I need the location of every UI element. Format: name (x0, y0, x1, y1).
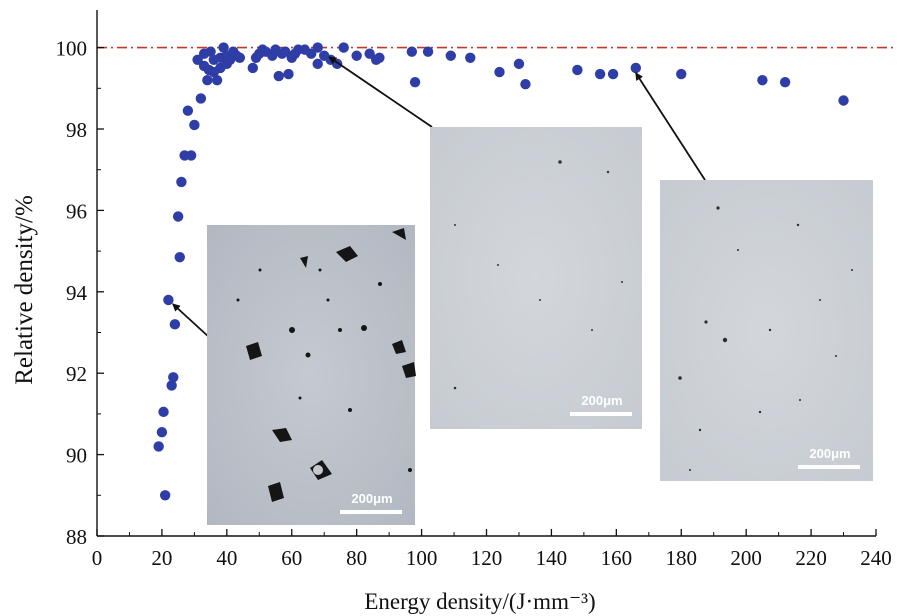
y-tick-label: 100 (56, 37, 88, 61)
data-point (189, 119, 200, 131)
scale-bar-label: 200μm (351, 491, 392, 506)
x-tick-label: 40 (216, 546, 237, 570)
data-point (168, 372, 179, 383)
data-point (306, 48, 317, 59)
data-point (572, 64, 583, 76)
data-points-layer (153, 42, 849, 501)
scale-bar-label: 200μm (809, 446, 850, 461)
data-point (166, 380, 177, 391)
y-tick-label: 88 (66, 525, 87, 549)
micrograph-background (207, 225, 415, 525)
data-point (757, 74, 768, 86)
data-point (422, 46, 434, 57)
data-point (779, 76, 791, 88)
data-point (351, 50, 362, 61)
y-tick-label: 90 (66, 444, 87, 468)
micrograph-background (430, 127, 642, 429)
data-point (182, 105, 194, 116)
data-point (409, 76, 421, 88)
data-point (185, 150, 197, 161)
micrograph-inset-low-density: 200μm (207, 225, 416, 525)
data-point (192, 54, 203, 66)
scale-bar-label: 200μm (581, 393, 622, 408)
data-point (153, 441, 164, 452)
y-tick-label: 92 (66, 362, 87, 386)
data-point (218, 42, 229, 53)
y-axis-label: Relative density/% (11, 195, 38, 385)
data-point (676, 68, 687, 80)
data-point (520, 79, 531, 90)
micrograph-inset-high-energy: 200μm (660, 180, 873, 481)
x-tick-label: 120 (471, 546, 503, 570)
x-tick-label: 140 (536, 546, 568, 570)
micrograph-inset-optimal-density: 200μm (430, 127, 642, 429)
y-tick-label: 98 (66, 118, 87, 142)
scale-bar (570, 412, 632, 416)
data-point (280, 46, 291, 57)
x-tick-label: 60 (281, 546, 302, 570)
x-axis-ticks: 0 20 40 60 80 100 120 140 160 180 200 220 240 (92, 529, 892, 570)
data-point (594, 68, 606, 80)
x-tick-label: 240 (860, 546, 892, 570)
data-point (159, 490, 171, 501)
data-point (195, 93, 207, 104)
data-point (364, 48, 375, 59)
x-tick-label: 100 (406, 546, 438, 570)
inset-arrow (172, 303, 211, 339)
data-point (169, 319, 181, 330)
micrograph-background (660, 180, 873, 481)
x-tick-label: 220 (795, 546, 827, 570)
data-point (176, 176, 187, 188)
data-point (283, 68, 294, 80)
data-point (406, 46, 418, 57)
data-point (312, 42, 323, 53)
axes: 0 20 40 60 80 100 120 140 160 180 200 220 240 88 90 92… (56, 10, 892, 570)
data-point (838, 95, 849, 106)
data-point (312, 58, 323, 70)
inset-arrow (328, 56, 433, 128)
data-point (445, 50, 456, 61)
y-tick-label: 96 (66, 199, 87, 223)
data-point (273, 70, 284, 82)
x-axis-label: Energy density/(J·mm⁻³) (364, 589, 595, 614)
data-point (374, 52, 385, 63)
y-axis-ticks: 88 90 92 94 96 98 100 (56, 37, 104, 549)
scale-bar (340, 510, 402, 514)
data-point (156, 427, 168, 438)
inset-arrow (635, 72, 706, 181)
pore-cluster (678, 206, 853, 471)
data-point (172, 211, 184, 222)
data-point (163, 294, 174, 306)
data-point (247, 62, 258, 74)
data-point (205, 46, 216, 57)
data-point (234, 52, 246, 63)
x-tick-label: 0 (92, 546, 103, 570)
arrows-layer (172, 56, 706, 339)
data-point (174, 252, 185, 263)
x-tick-label: 180 (666, 546, 698, 570)
data-point (465, 52, 476, 63)
x-tick-label: 200 (730, 546, 762, 570)
pore-cluster (236, 228, 416, 502)
data-point (494, 66, 505, 78)
data-point (211, 74, 223, 86)
data-point (513, 58, 525, 70)
data-point (630, 62, 642, 74)
x-tick-label: 160 (601, 546, 633, 570)
data-point (202, 74, 213, 86)
y-tick-label: 94 (66, 281, 88, 305)
scale-bar (798, 465, 860, 469)
pore-cluster (453, 160, 623, 390)
data-point (158, 406, 169, 418)
data-point (338, 42, 349, 53)
x-tick-label: 20 (151, 546, 172, 570)
x-tick-label: 80 (346, 546, 367, 570)
data-point (607, 68, 619, 80)
